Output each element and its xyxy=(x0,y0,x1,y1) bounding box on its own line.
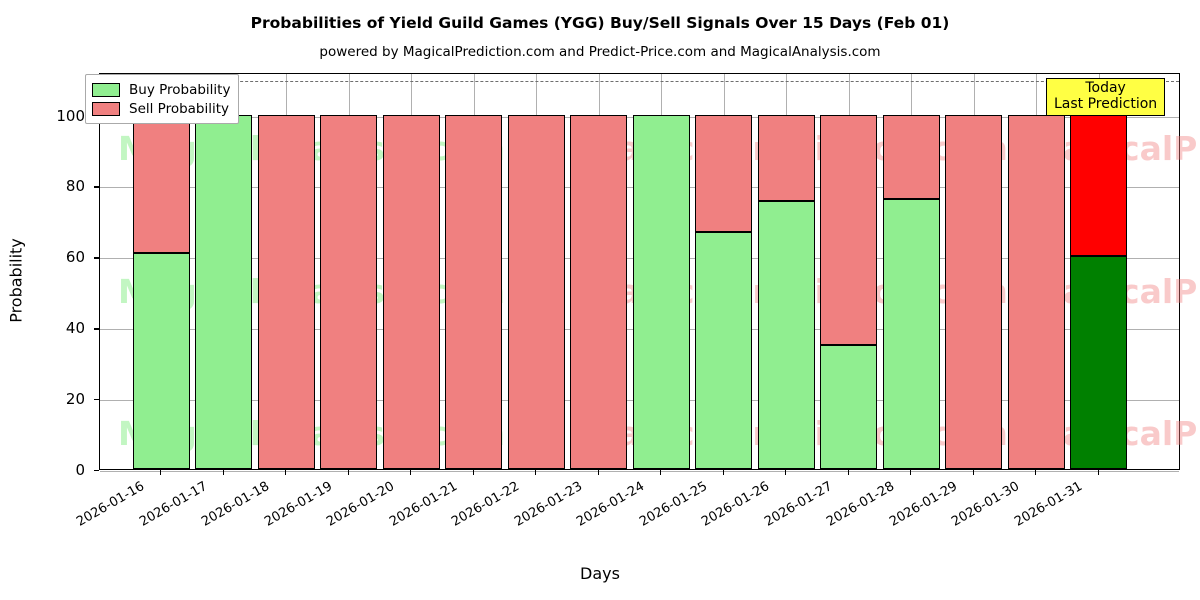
bar xyxy=(882,72,940,469)
x-tick-label: 2026-01-24 xyxy=(574,479,648,530)
bar-segment-sell xyxy=(1007,114,1065,469)
y-tick-mark xyxy=(94,399,99,401)
y-gridline xyxy=(100,471,1179,472)
bar xyxy=(945,72,1002,469)
x-tick-label: 2026-01-23 xyxy=(511,479,585,530)
x-tick-mark xyxy=(410,470,412,475)
x-tick-label: 2026-01-16 xyxy=(74,479,148,530)
x-tick-mark xyxy=(472,470,474,475)
bar xyxy=(132,72,190,469)
legend-label-sell: Sell Probability xyxy=(129,100,230,117)
x-tick-label: 2026-01-29 xyxy=(886,479,960,530)
bar-segment-sell xyxy=(257,114,315,469)
x-tick-mark xyxy=(785,470,787,475)
x-tick-label: 2026-01-27 xyxy=(761,479,835,530)
legend-item-sell: Sell Probability xyxy=(92,99,230,118)
y-tick-label: 100 xyxy=(56,106,85,125)
x-tick-mark xyxy=(972,470,974,475)
today-annotation-line2: Last Prediction xyxy=(1054,95,1158,112)
bar xyxy=(257,72,315,469)
bar xyxy=(507,72,565,469)
bar-segment-sell xyxy=(382,114,440,469)
x-tick-mark xyxy=(910,470,912,475)
x-tick-label: 2026-01-26 xyxy=(699,479,773,530)
bar-segment-sell xyxy=(882,114,940,200)
x-tick-mark xyxy=(347,470,349,475)
x-tick-mark xyxy=(1097,470,1099,475)
bar xyxy=(570,72,627,469)
bar-segment-sell xyxy=(507,114,565,469)
chart-legend: Buy Probability Sell Probability xyxy=(85,74,240,124)
x-tick-label: 2026-01-31 xyxy=(1011,479,1085,530)
bar-segment-sell xyxy=(820,114,877,345)
bar-segment-buy xyxy=(1070,256,1127,469)
bar xyxy=(382,72,440,469)
x-tick-mark xyxy=(160,470,162,475)
y-tick-mark xyxy=(94,186,99,188)
bar-segment-buy xyxy=(195,114,252,469)
legend-label-buy: Buy Probability xyxy=(129,81,231,98)
y-tick-mark xyxy=(94,328,99,330)
x-tick-label: 2026-01-21 xyxy=(386,479,460,530)
x-tick-mark xyxy=(535,470,537,475)
x-tick-label: 2026-01-28 xyxy=(824,479,898,530)
legend-item-buy: Buy Probability xyxy=(92,80,230,99)
y-tick-label: 60 xyxy=(65,248,85,267)
today-annotation-line1: Today xyxy=(1085,80,1126,96)
bar xyxy=(695,72,752,469)
bar xyxy=(820,72,877,469)
bar-segment-sell xyxy=(445,114,502,469)
y-tick-label: 20 xyxy=(65,390,85,409)
bar-segment-sell xyxy=(320,114,377,469)
threshold-line xyxy=(100,81,1179,83)
bar-segment-buy xyxy=(632,114,690,469)
y-tick-label: 80 xyxy=(65,177,85,196)
bar-segment-sell xyxy=(1070,114,1127,257)
bar-segment-sell xyxy=(695,114,752,232)
y-tick-mark xyxy=(94,470,99,472)
y-tick-label: 40 xyxy=(65,319,85,338)
bar-today xyxy=(1070,72,1127,469)
y-tick-mark xyxy=(94,257,99,259)
x-tick-mark xyxy=(597,470,599,475)
bar-segment-sell xyxy=(757,114,815,202)
y-tick-label: 0 xyxy=(75,461,85,479)
bar-segment-buy xyxy=(882,199,940,469)
bar xyxy=(445,72,502,469)
x-tick-mark xyxy=(1035,470,1037,475)
x-tick-mark xyxy=(722,470,724,475)
x-tick-label: 2026-01-20 xyxy=(324,479,398,530)
bar-segment-sell xyxy=(132,114,190,253)
x-tick-label: 2026-01-22 xyxy=(449,479,523,530)
legend-swatch-sell-icon xyxy=(92,101,120,116)
x-tick-label: 2026-01-30 xyxy=(949,479,1023,530)
x-tick-mark xyxy=(847,470,849,475)
bar xyxy=(757,72,815,469)
chart-subtitle: powered by MagicalPrediction.com and Pre… xyxy=(319,44,881,60)
bar xyxy=(320,72,377,469)
x-tick-mark xyxy=(222,470,224,475)
x-tick-label: 2026-01-19 xyxy=(261,479,335,530)
x-axis-label: Days xyxy=(580,564,620,583)
x-tick-label: 2026-01-17 xyxy=(136,479,210,530)
today-annotation: Today Last Prediction xyxy=(1046,78,1166,117)
x-tick-mark xyxy=(660,470,662,475)
y-axis-label: Probability xyxy=(6,238,26,323)
bar-segment-sell xyxy=(570,114,627,469)
bar-segment-buy xyxy=(820,344,877,469)
bar-segment-buy xyxy=(132,252,190,469)
x-tick-label: 2026-01-18 xyxy=(199,479,273,530)
x-tick-mark xyxy=(285,470,287,475)
bar-segment-buy xyxy=(757,201,815,469)
bar-segment-sell xyxy=(945,114,1002,469)
x-tick-label: 2026-01-25 xyxy=(636,479,710,530)
chart-title: Probabilities of Yield Guild Games (YGG)… xyxy=(250,14,950,32)
bar xyxy=(632,72,690,469)
bar xyxy=(195,72,252,469)
legend-swatch-buy-icon xyxy=(92,82,120,97)
plot-area: MagicalAnalysis.comMagicalPrediction.com… xyxy=(99,72,1200,472)
bar-segment-buy xyxy=(695,231,752,469)
bar xyxy=(1007,72,1065,469)
